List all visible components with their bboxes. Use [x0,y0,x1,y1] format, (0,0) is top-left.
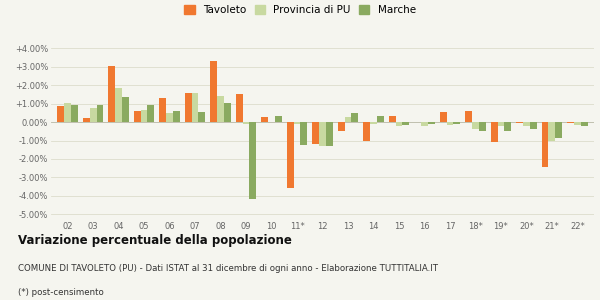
Bar [352,113,358,122]
Bar [454,122,460,124]
Bar [530,122,537,128]
Bar [338,122,344,131]
Bar [395,122,403,126]
Bar [440,112,446,122]
Bar [108,66,115,122]
Bar [210,61,217,122]
Bar [377,116,384,122]
Legend: Tavoleto, Provincia di PU, Marche: Tavoleto, Provincia di PU, Marche [180,1,420,20]
Bar [542,122,548,167]
Bar [301,122,307,145]
Bar [428,122,435,124]
Bar [191,92,199,122]
Bar [287,122,293,188]
Text: COMUNE DI TAVOLETO (PU) - Dati ISTAT al 31 dicembre di ogni anno - Elaborazione : COMUNE DI TAVOLETO (PU) - Dati ISTAT al … [18,264,438,273]
Bar [567,122,574,123]
Bar [581,122,588,126]
Bar [479,122,486,131]
Bar [89,108,97,122]
Bar [446,122,454,125]
Bar [261,116,268,122]
Bar [250,122,256,199]
Bar [159,98,166,122]
Bar [491,122,497,142]
Bar [217,96,224,122]
Bar [122,97,129,122]
Text: (*) post-censimento: (*) post-censimento [18,288,104,297]
Bar [312,122,319,144]
Bar [199,112,205,122]
Bar [97,104,103,122]
Bar [370,122,377,124]
Bar [548,122,556,140]
Bar [83,118,89,122]
Bar [556,122,562,138]
Bar [224,103,231,122]
Bar [148,104,154,122]
Bar [71,104,78,122]
Bar [497,122,505,126]
Bar [275,116,282,122]
Bar [403,122,409,125]
Bar [185,92,191,122]
Bar [293,122,301,124]
Bar [242,122,250,124]
Text: Variazione percentuale della popolazione: Variazione percentuale della popolazione [18,234,292,247]
Bar [115,88,122,122]
Bar [64,103,71,122]
Bar [472,122,479,128]
Bar [505,122,511,131]
Bar [465,111,472,122]
Bar [574,122,581,125]
Bar [140,110,148,122]
Bar [344,118,352,122]
Bar [166,113,173,122]
Bar [57,106,64,122]
Bar [516,122,523,123]
Bar [389,116,395,122]
Bar [326,122,333,146]
Bar [421,122,428,126]
Bar [236,94,242,122]
Bar [319,122,326,146]
Bar [363,122,370,142]
Bar [173,111,180,122]
Bar [134,111,140,122]
Bar [523,122,530,126]
